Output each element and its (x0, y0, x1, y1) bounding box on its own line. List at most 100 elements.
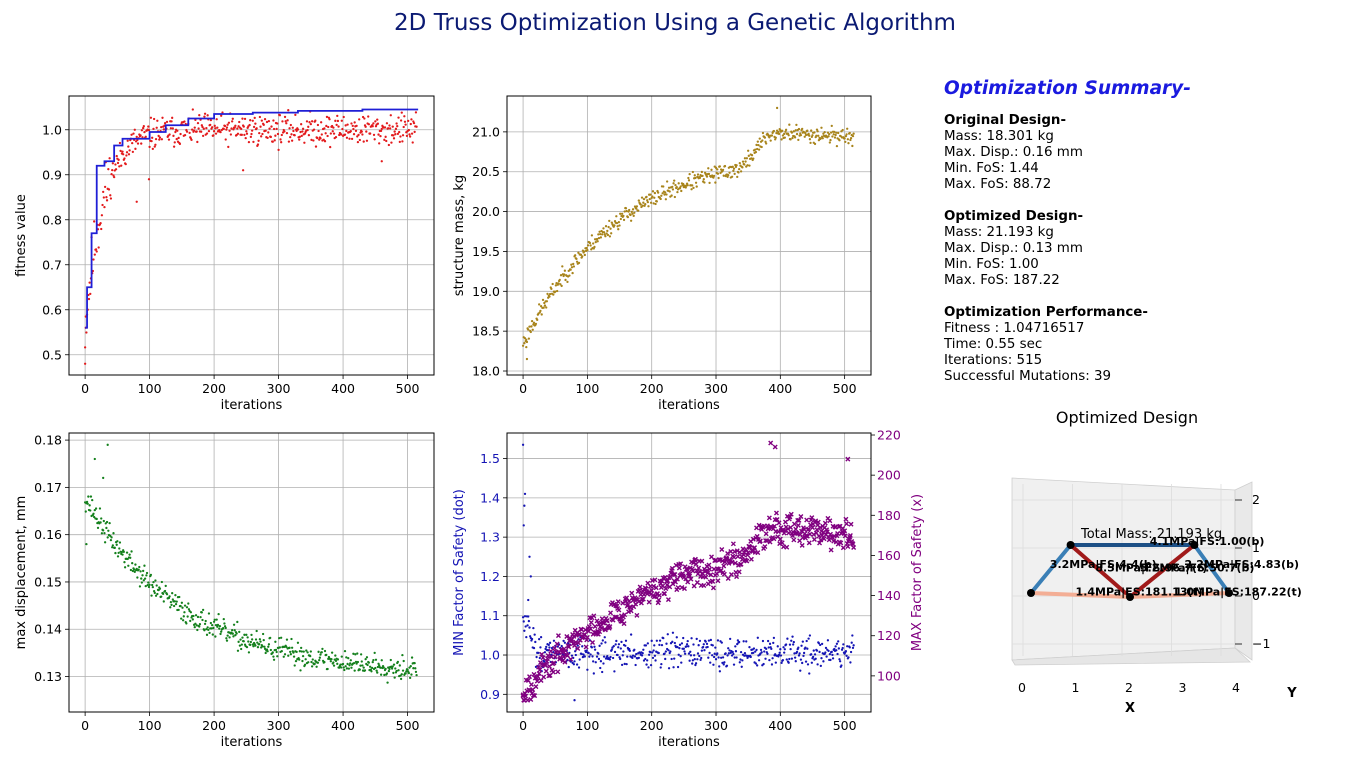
data-point (344, 665, 347, 668)
data-point (358, 138, 361, 142)
chart-displacement: 0 100 200 300 400 5000.130.140.150.160.170.18… (14, 432, 435, 750)
data-point (609, 227, 612, 230)
data-point (345, 667, 349, 670)
data-point (192, 129, 196, 132)
data-point (783, 648, 786, 651)
data-point (849, 138, 852, 142)
data-point (593, 648, 597, 651)
data-point (616, 653, 619, 657)
data-point (177, 136, 180, 140)
data-point (392, 671, 395, 675)
data-point (151, 136, 154, 139)
data-point (320, 651, 323, 654)
data-point (754, 148, 757, 151)
data-point (108, 157, 111, 160)
data-point (695, 185, 698, 188)
data-point-x (604, 618, 610, 624)
data-point-x (615, 599, 621, 605)
data-point (301, 654, 305, 658)
data-point (602, 655, 606, 658)
data-point (236, 620, 239, 624)
data-point (147, 178, 151, 181)
y-axis-label: MIN Factor of Safety (dot) (452, 489, 467, 656)
data-point (691, 184, 694, 187)
data-point (83, 346, 87, 349)
data-point (772, 129, 776, 133)
data-point (830, 650, 833, 654)
data-point (404, 123, 407, 126)
data-point (684, 186, 687, 189)
data-point-x (767, 539, 773, 545)
data-point-x (728, 548, 734, 554)
data-point (304, 658, 307, 661)
data-point (149, 116, 153, 119)
data-point (312, 128, 316, 131)
data-point (280, 636, 283, 639)
data-point (738, 162, 741, 165)
data-point (280, 133, 283, 137)
data-point (799, 658, 803, 661)
data-point (731, 165, 734, 168)
data-point (222, 617, 225, 621)
data-point (208, 631, 211, 635)
data-point (201, 608, 205, 611)
y-tick-label: 0.9 (480, 687, 500, 702)
data-point (623, 662, 626, 666)
data-point (120, 164, 123, 167)
data-point-x (662, 591, 668, 597)
optimized-mass: Mass: 21.193 kg (944, 225, 1054, 240)
data-point (582, 653, 585, 656)
data-point (777, 132, 781, 136)
data-point (578, 658, 581, 661)
data-point (774, 136, 777, 139)
data-point (655, 639, 658, 642)
data-point (376, 118, 379, 121)
data-point (777, 653, 781, 657)
data-point (710, 168, 713, 171)
data-point-x (719, 558, 725, 564)
data-point (254, 638, 258, 641)
data-point (743, 157, 747, 160)
data-point (183, 120, 186, 123)
performance-time: Time: 0.55 sec (944, 337, 1043, 352)
data-point (608, 219, 611, 222)
data-point (814, 657, 817, 660)
data-point (376, 671, 379, 674)
data-point-x (564, 652, 570, 658)
data-point (702, 643, 705, 646)
data-point (228, 636, 231, 639)
data-point-x (809, 515, 815, 521)
data-point (572, 262, 575, 266)
data-point (706, 645, 709, 649)
data-point (635, 207, 638, 210)
data-point (801, 640, 804, 643)
data-point (245, 633, 248, 636)
data-point-x (795, 522, 801, 528)
fitness-best-line (85, 108, 419, 329)
data-point (223, 622, 226, 625)
data-point (797, 654, 801, 657)
data-point (739, 658, 742, 661)
data-point (243, 633, 246, 636)
data-point (527, 619, 531, 623)
data-point (373, 138, 376, 141)
data-point-x (651, 583, 657, 589)
data-point (523, 629, 526, 632)
data-point (357, 133, 360, 137)
data-point (653, 654, 657, 657)
data-point (388, 667, 391, 671)
data-point (365, 139, 369, 142)
data-point (704, 640, 707, 643)
data-point (408, 133, 411, 136)
data-point (829, 138, 832, 142)
data-point (343, 668, 346, 672)
data-point-x (563, 648, 569, 654)
data-point-x (734, 548, 740, 554)
data-point (523, 492, 527, 496)
data-point (182, 615, 185, 618)
data-point (105, 196, 108, 199)
data-point (742, 640, 745, 643)
data-point (282, 655, 285, 658)
data-point (543, 660, 546, 663)
data-point (552, 639, 556, 642)
